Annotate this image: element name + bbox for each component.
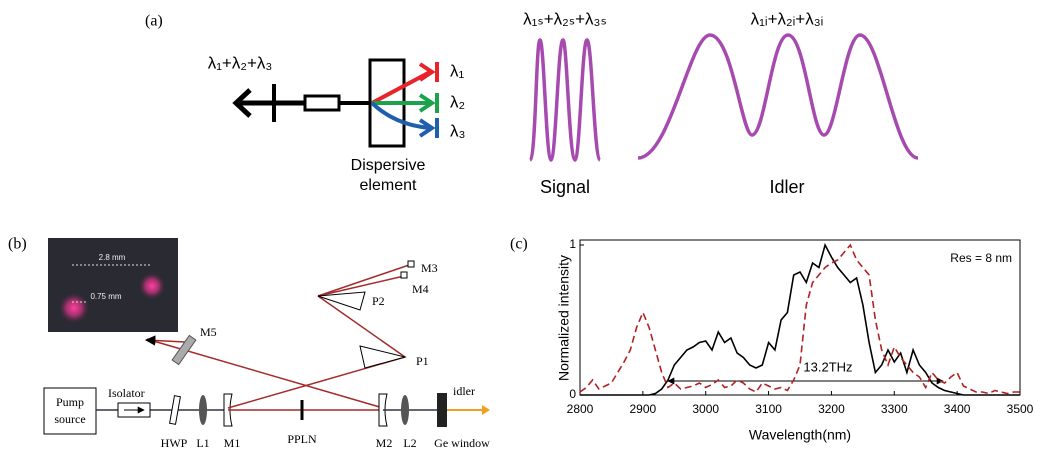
output-label: λ₃: [450, 121, 465, 140]
component-label: idler: [453, 384, 475, 398]
x-axis-label: Wavelength(nm): [749, 427, 851, 443]
annotation: 13.2THz: [803, 359, 852, 374]
component-label: Isolator: [108, 386, 145, 400]
signal-label: Signal: [540, 177, 590, 197]
idler-title: λ₁ᵢ+λ₂ᵢ+λ₃ᵢ: [751, 9, 824, 28]
element-label: Dispersive: [351, 157, 426, 174]
inset-label: 0.75 mm: [90, 292, 121, 301]
y-tick-label: 1: [569, 237, 576, 251]
prism: [359, 345, 407, 369]
panel-label: (b): [8, 236, 27, 253]
panel-c: (c) Normalized intensity Wavelength(nm) …: [510, 236, 1034, 443]
component-label: P1: [416, 354, 429, 368]
output-label: λ₁: [450, 61, 465, 80]
panel-a: (a) λ₁+λ₂+λ₃ λ₁ λ₂ λ₃ Dispersive element…: [145, 9, 919, 197]
mirror: [407, 260, 415, 268]
series-line: [579, 243, 1020, 395]
component-label: M5: [200, 325, 217, 339]
component: [303, 94, 341, 112]
component-label: L1: [196, 436, 209, 450]
idler-spectrum: [637, 33, 919, 160]
x-tick-label: 2800: [567, 402, 594, 416]
arrow-head: [418, 118, 436, 138]
signal-title: λ₁ₛ+λ₂ₛ+λ₃ₛ: [523, 9, 607, 28]
beam-red: [371, 70, 431, 105]
panel-label: (c): [510, 236, 528, 253]
arrow-head: [418, 93, 436, 113]
input-label: λ₁+λ₂+λ₃: [208, 53, 273, 72]
y-tick-label: 0: [569, 387, 576, 401]
output-beam: [144, 335, 186, 346]
x-tick-label: 3300: [881, 402, 908, 416]
y-axis-label: Normalized intensity: [556, 255, 572, 381]
arrow-head: [482, 405, 490, 415]
idler-label: Idler: [769, 177, 804, 197]
spot: [58, 292, 90, 324]
hwp: [169, 395, 181, 425]
component-label: M4: [412, 282, 429, 296]
ge-window: [437, 393, 447, 427]
x-tick-label: 3400: [944, 402, 971, 416]
beam-blue: [370, 101, 431, 130]
panel-label: (a): [145, 13, 163, 30]
output-label: λ₂: [450, 92, 465, 111]
mirror: [400, 271, 408, 279]
plot-frame: [579, 239, 1021, 396]
x-tick-label: 3200: [818, 402, 845, 416]
series-line: [580, 242, 1020, 396]
signal-spectrum: [528, 38, 602, 162]
lens: [401, 395, 409, 425]
x-tick-label: 3000: [692, 402, 719, 416]
component-label: L2: [403, 436, 416, 450]
element-label: element: [360, 177, 417, 194]
component-label: M1: [224, 436, 241, 450]
component-label: PPLN: [287, 432, 317, 446]
annotation: Res = 8 nm: [950, 251, 1012, 265]
x-tick-label: 2900: [630, 402, 657, 416]
inset-label: 2.8 mm: [99, 253, 126, 262]
x-tick-label: 3100: [755, 402, 782, 416]
m5: [171, 334, 197, 366]
spot: [138, 272, 166, 300]
arrow-head: [418, 62, 436, 82]
prism: [317, 291, 366, 311]
x-tick-label: 3500: [1007, 402, 1034, 416]
component-label: M3: [421, 261, 438, 275]
pump-box: [43, 387, 97, 435]
cavity-beams: [146, 263, 413, 411]
pump-label: source: [54, 412, 85, 426]
panel-b: (b) 2.8 mm 0.75 mm Pump source: [8, 236, 490, 450]
component-label: HWP: [161, 436, 188, 450]
component-label: M2: [376, 436, 393, 450]
component-label: P2: [372, 294, 385, 308]
lens: [199, 395, 207, 425]
component-label: Ge window: [434, 436, 490, 450]
pump-label: Pump: [56, 395, 84, 409]
arrow-head: [232, 88, 252, 118]
